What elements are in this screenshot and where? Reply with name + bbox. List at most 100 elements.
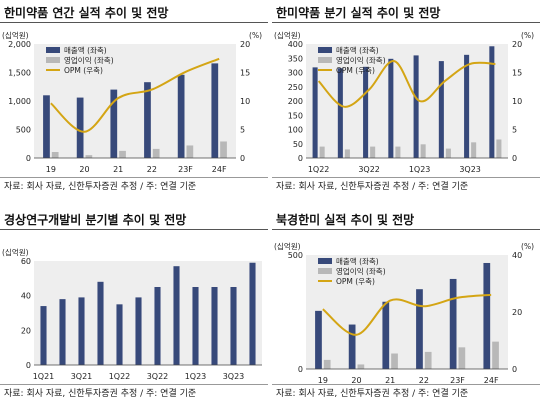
x-tick-label: 22 [419,376,429,385]
legend-label: OPM (우축) [336,66,375,75]
legend-swatch-op [318,268,332,274]
op-profit-bar [496,139,502,158]
sales-bar [483,262,491,369]
x-tick-label: 1Q23 [409,165,431,174]
left-tick-label: 350 [288,54,303,63]
panel-title: 경상연구개발비 분기별 추이 및 전망 [4,213,187,227]
sales-bar [97,281,104,365]
sales-bar [154,287,161,365]
annual-sales-chart: (십억원) (%) 0 500 1,000 1,500 2,000 0 5 10 15 20 19 20 2… [2,31,262,174]
plot-area [34,261,262,365]
plot-area [306,255,508,369]
left-axis-unit: (십억원) [274,242,301,251]
legend-label: OPM (우축) [64,66,103,75]
legend-label: 영업이익 (좌축) [64,55,114,65]
left-tick-label: 150 [288,111,303,120]
op-profit-bar [152,148,160,158]
op-profit-bar [370,146,376,158]
sales-bar [489,46,495,158]
legend-swatch-sales [318,47,332,53]
x-tick-label: 21 [113,165,123,174]
op-profit-bar [344,149,350,158]
source-divider [272,384,540,385]
beijing-hanmi-chart: (십억원) (%) 0 500 0 20 40 19 20 21 22 23F 24F 매출액 (좌축)영… [274,242,534,385]
x-tick-label: 3Q22 [147,372,169,381]
sales-bar [464,54,470,158]
right-axis-unit: (%) [521,31,534,40]
op-profit-bar [51,152,59,158]
opm-line [50,57,220,133]
rnd-expense-chart: (십억원) 0 20 40 60 1Q21 3Q21 1Q22 3Q22 1Q23 3Q23 [2,248,262,381]
title-divider [0,229,268,230]
x-tick-label: 21 [385,376,395,385]
op-profit-bar [220,141,227,158]
title-divider [0,22,268,23]
title-divider [272,229,540,230]
sales-bar [135,297,142,365]
sales-bar [173,266,180,365]
left-tick-label: 400 [288,40,303,49]
op-profit-bar [319,146,325,158]
sales-bar [211,63,219,158]
op-profit-bar [420,144,426,158]
op-profit-bar [85,155,93,158]
left-tick-label: 50 [293,140,303,149]
source-note: 자료: 회사 자료, 신한투자증권 추정 / 주: 연결 기준 [276,389,469,399]
left-tick-label: 0 [298,154,303,163]
op-profit-bar [395,146,401,158]
source-note: 자료: 회사 자료, 신한투자증권 추정 / 주: 연결 기준 [4,182,197,192]
sales-bar [230,287,237,365]
sales-bar [438,61,444,158]
title-divider [272,22,540,23]
sales-bar [382,301,390,369]
source-divider [272,177,540,178]
right-tick-label: 0 [512,365,517,374]
right-tick-label: 15 [240,69,250,78]
sales-bar [43,95,50,158]
sales-bar [416,289,423,369]
x-tick-label: 19 [46,165,56,174]
sales-bar [413,55,419,158]
panel-title: 한미약품 연간 실적 추이 및 전망 [4,6,169,20]
sales-bar [388,58,394,158]
left-tick-label: 500 [288,251,303,260]
right-tick-label: 20 [512,308,522,317]
x-tick-label: 23F [450,376,465,385]
right-tick-label: 20 [512,40,522,49]
left-tick-label: 100 [288,126,303,135]
source-note: 자료: 회사 자료, 신한투자증권 추정 / 주: 연결 기준 [4,389,197,399]
annual-sales-panel: 한미약품 연간 실적 추이 및 전망 (십억원) (%) 0 500 1,000 1,50… [0,0,268,204]
legend-swatch-sales [46,47,60,53]
left-tick-label: 300 [288,69,303,78]
x-tick-label: 3Q21 [71,372,93,381]
op-profit-bar [471,142,477,158]
legend-label: 매출액 (좌축) [336,45,379,55]
x-tick-label: 22 [147,165,157,174]
left-axis-unit: (십억원) [274,31,301,40]
op-profit-bar [323,359,331,369]
x-tick-label: 1Q22 [308,165,330,174]
sales-bar [312,67,318,158]
sales-bar [315,310,322,369]
legend-label: 영업이익 (좌축) [336,55,386,65]
op-profit-bar [391,353,398,369]
right-tick-label: 5 [240,126,245,135]
left-tick-label: 1,500 [8,69,31,78]
x-tick-label: 3Q23 [459,165,481,174]
sales-bar [76,97,84,158]
right-tick-label: 20 [240,40,250,49]
op-profit-bar [357,364,365,369]
sales-bar [110,89,118,158]
rnd-expense-panel: 경상연구개발비 분기별 추이 및 전망 (십억원) 0 20 40 60 1Q21 3Q21… [0,207,268,411]
op-profit-bar [186,145,194,158]
sales-bar [337,68,343,158]
op-profit-bar [445,148,451,158]
quarterly-sales-chart: (십억원) (%) 0 50 100 150 200 250 300 350 400 0 5 10 15 20… [274,31,534,174]
x-tick-label: 3Q22 [358,165,380,174]
legend-label: 매출액 (좌축) [336,256,379,266]
beijing-hanmi-panel: 북경한미 실적 추이 및 전망 (십억원) (%) 0 500 0 20 40 19 20 21 2… [272,207,540,411]
legend-swatch-op [318,57,332,63]
left-tick-label: 40 [21,292,31,301]
left-tick-label: 200 [288,97,303,106]
op-profit-bar [119,150,126,158]
